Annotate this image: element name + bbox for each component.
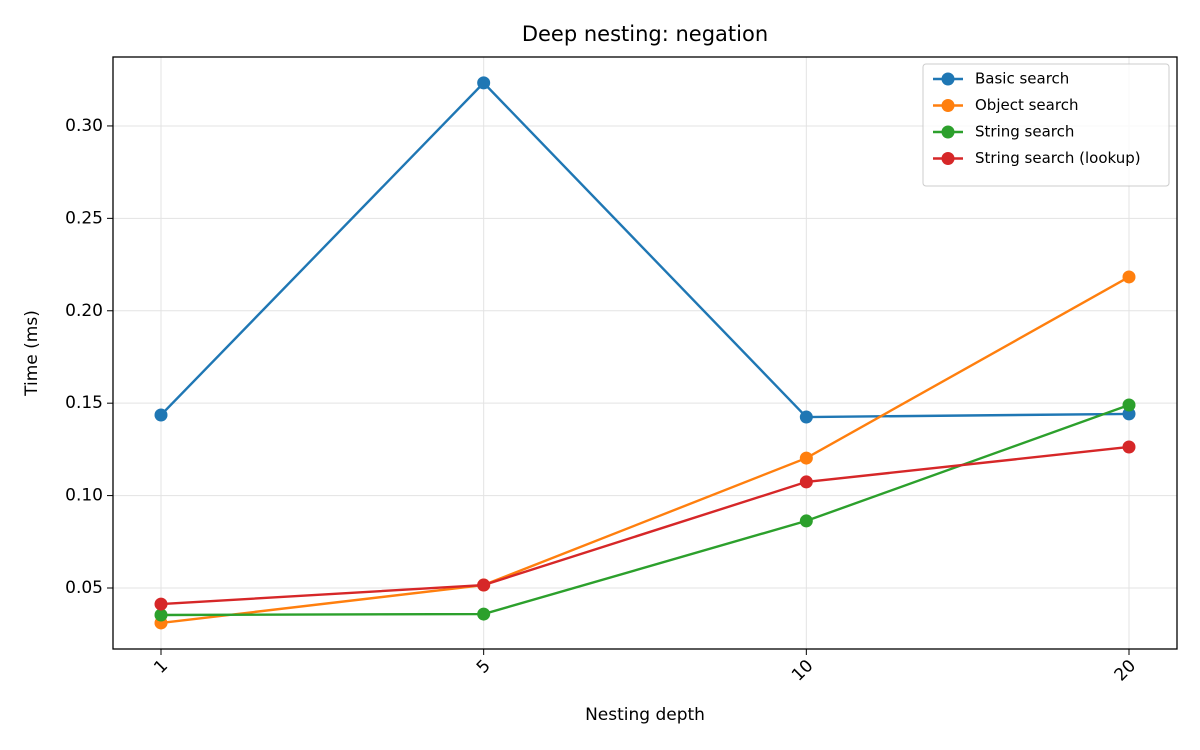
data-point (1122, 398, 1136, 412)
data-point (799, 451, 813, 465)
data-point (799, 475, 813, 489)
data-point (477, 578, 491, 592)
legend-marker (941, 152, 955, 165)
data-point (477, 76, 491, 90)
legend-marker (941, 99, 955, 112)
y-tick-label: 0.20 (65, 301, 103, 321)
legend-label: String search (lookup) (975, 149, 1141, 167)
data-point (1122, 270, 1136, 284)
plot-area (154, 76, 1136, 630)
data-point (154, 608, 168, 622)
legend-label: Basic search (975, 70, 1069, 88)
series-line (160, 275, 1130, 625)
data-point (799, 410, 813, 424)
y-tick-label: 0.25 (65, 208, 103, 228)
legend-label: Object search (975, 96, 1078, 114)
data-point (799, 514, 813, 528)
y-tick-label: 0.15 (65, 393, 103, 413)
legend-marker (941, 125, 955, 139)
series-line (160, 445, 1130, 606)
data-point (154, 408, 168, 422)
y-axis-label: Time (ms) (22, 310, 42, 397)
legend-label: String search (975, 123, 1074, 141)
y-tick-label: 0.05 (65, 578, 103, 598)
data-point (1122, 440, 1136, 454)
series-line (160, 403, 1130, 617)
chart-title: Deep nesting: negation (522, 22, 768, 46)
legend: Basic search Object search String search St… (922, 63, 1170, 187)
grid (113, 57, 1177, 649)
data-point (154, 597, 168, 611)
axes-frame (112, 56, 1178, 650)
legend-marker (941, 72, 955, 86)
x-axis-label: Nesting depth (585, 705, 705, 725)
legend-box (922, 63, 1170, 187)
series-line (160, 81, 1130, 419)
y-tick-label: 0.10 (65, 486, 103, 506)
data-point (477, 607, 491, 621)
y-tick-label: 0.30 (65, 116, 103, 136)
